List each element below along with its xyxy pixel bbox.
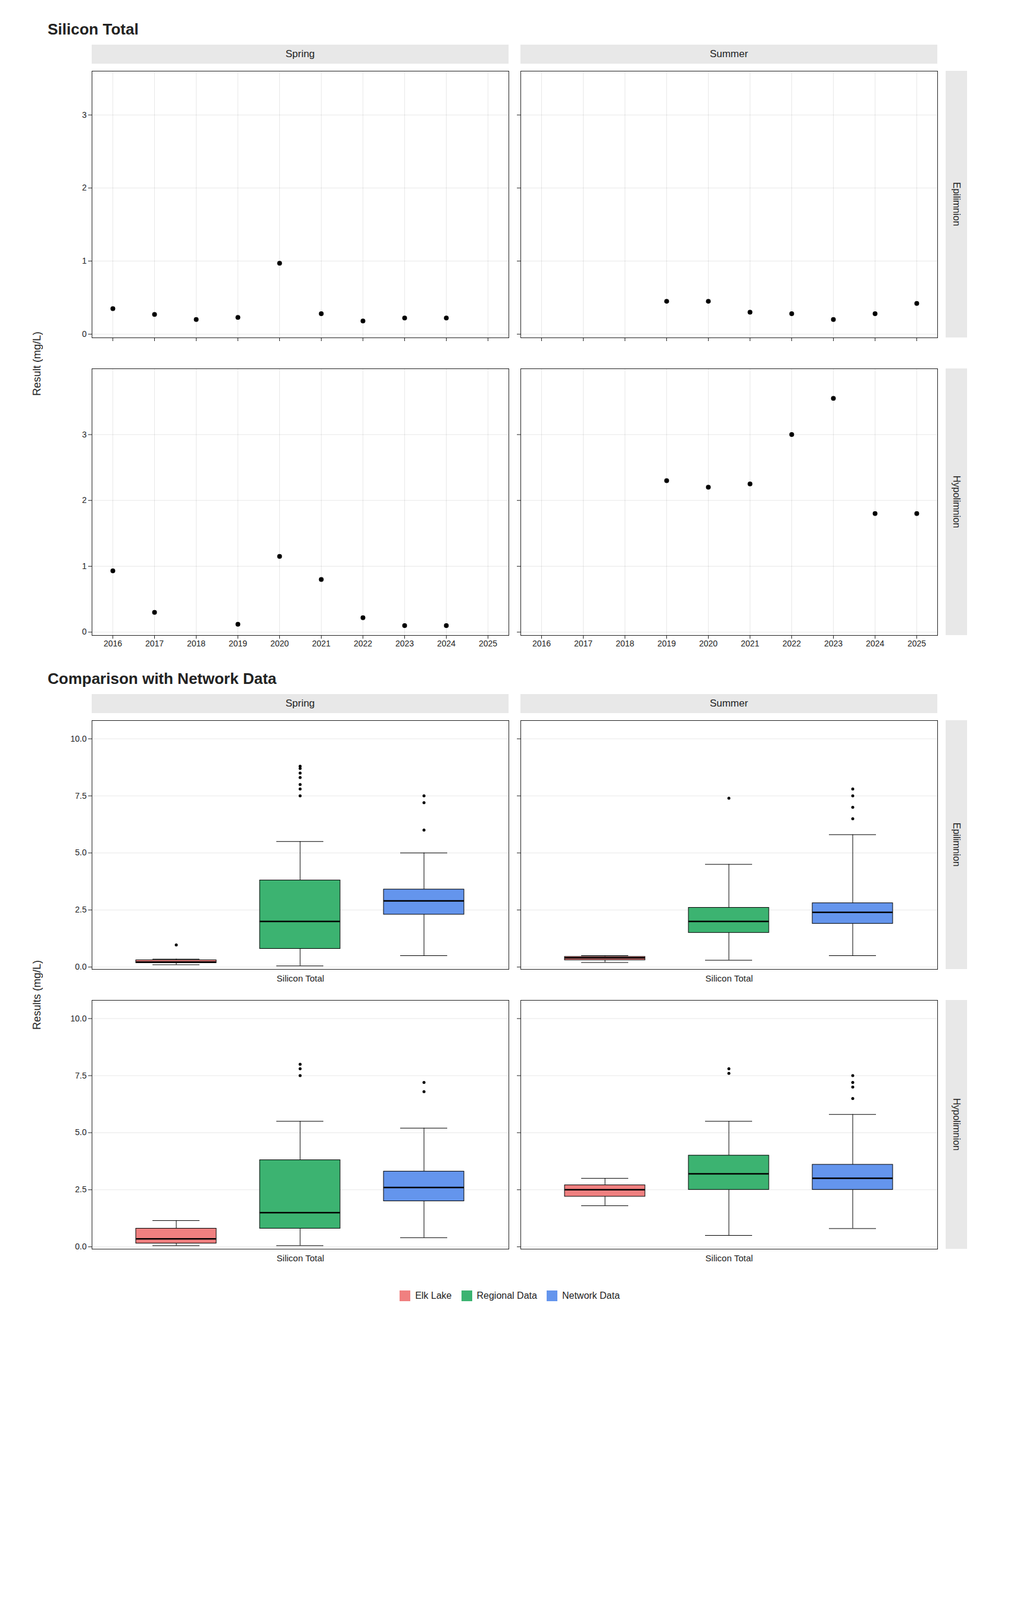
html-text:Epilimnion: Epilimnion <box>951 182 962 227</box>
svg-text:Silicon Total: Silicon Total <box>276 1253 325 1264</box>
svg-text:2020: 2020 <box>270 638 289 649</box>
html-text:Result (mg/L): Result (mg/L) <box>30 331 43 396</box>
svg-text:3: 3 <box>82 110 87 120</box>
svg-text:2021: 2021 <box>740 638 760 649</box>
svg-text:1: 1 <box>82 256 87 266</box>
svg-text:0: 0 <box>82 329 87 339</box>
svg-text:2024: 2024 <box>437 638 456 649</box>
svg-text:2016: 2016 <box>532 638 551 649</box>
svg-text:Silicon Total: Silicon Total <box>276 973 325 984</box>
svg-text:2022: 2022 <box>353 638 373 649</box>
svg-text:2: 2 <box>82 495 87 505</box>
svg-text:3: 3 <box>82 429 87 440</box>
html-text:Summer: Summer <box>709 697 748 710</box>
svg-text:2019: 2019 <box>228 638 248 649</box>
svg-text:2021: 2021 <box>312 638 331 649</box>
svg-text:2018: 2018 <box>615 638 635 649</box>
html-text:Regional Data: Regional Data <box>476 1290 538 1301</box>
html-text:Hypolimnion: Hypolimnion <box>951 1098 962 1152</box>
html-text:Results (mg/L): Results (mg/L) <box>30 960 43 1031</box>
svg-text:2017: 2017 <box>145 638 164 649</box>
svg-text:7.5: 7.5 <box>75 791 87 801</box>
svg-text:7.5: 7.5 <box>75 1071 87 1081</box>
html-text:Elk Lake: Elk Lake <box>415 1290 452 1301</box>
svg-text:Silicon Total: Silicon Total <box>705 1253 754 1264</box>
svg-text:2022: 2022 <box>782 638 801 649</box>
html-text:Epilimnion: Epilimnion <box>951 823 962 867</box>
svg-text:2023: 2023 <box>824 638 843 649</box>
html-text:Spring: Spring <box>285 48 315 60</box>
svg-text:0.0: 0.0 <box>75 962 87 972</box>
svg-text:2017: 2017 <box>574 638 593 649</box>
svg-text:2019: 2019 <box>657 638 676 649</box>
svg-text:2023: 2023 <box>395 638 414 649</box>
html-text:Spring: Spring <box>285 697 315 710</box>
html-text:Summer: Summer <box>709 48 748 60</box>
svg-text:2018: 2018 <box>186 638 206 649</box>
svg-text:10.0: 10.0 <box>70 1014 87 1024</box>
svg-text:1: 1 <box>82 561 87 572</box>
svg-text:0: 0 <box>82 627 87 637</box>
svg-text:10.0: 10.0 <box>70 734 87 744</box>
html-text:Silicon Total: Silicon Total <box>47 20 139 39</box>
html-text:Hypolimnion: Hypolimnion <box>951 475 962 529</box>
svg-text:2.5: 2.5 <box>75 1185 87 1195</box>
svg-text:2.5: 2.5 <box>75 905 87 915</box>
svg-text:2016: 2016 <box>103 638 123 649</box>
html-text:Comparison with Network Data: Comparison with Network Data <box>47 669 277 688</box>
svg-text:2020: 2020 <box>699 638 718 649</box>
svg-text:2: 2 <box>82 182 87 193</box>
html-text:Network Data: Network Data <box>562 1290 620 1301</box>
svg-text:5.0: 5.0 <box>75 847 87 858</box>
svg-text:2025: 2025 <box>478 638 498 649</box>
svg-text:2025: 2025 <box>907 638 926 649</box>
svg-text:Silicon Total: Silicon Total <box>705 973 754 984</box>
svg-text:2024: 2024 <box>865 638 885 649</box>
svg-text:5.0: 5.0 <box>75 1127 87 1138</box>
svg-text:0.0: 0.0 <box>75 1242 87 1252</box>
